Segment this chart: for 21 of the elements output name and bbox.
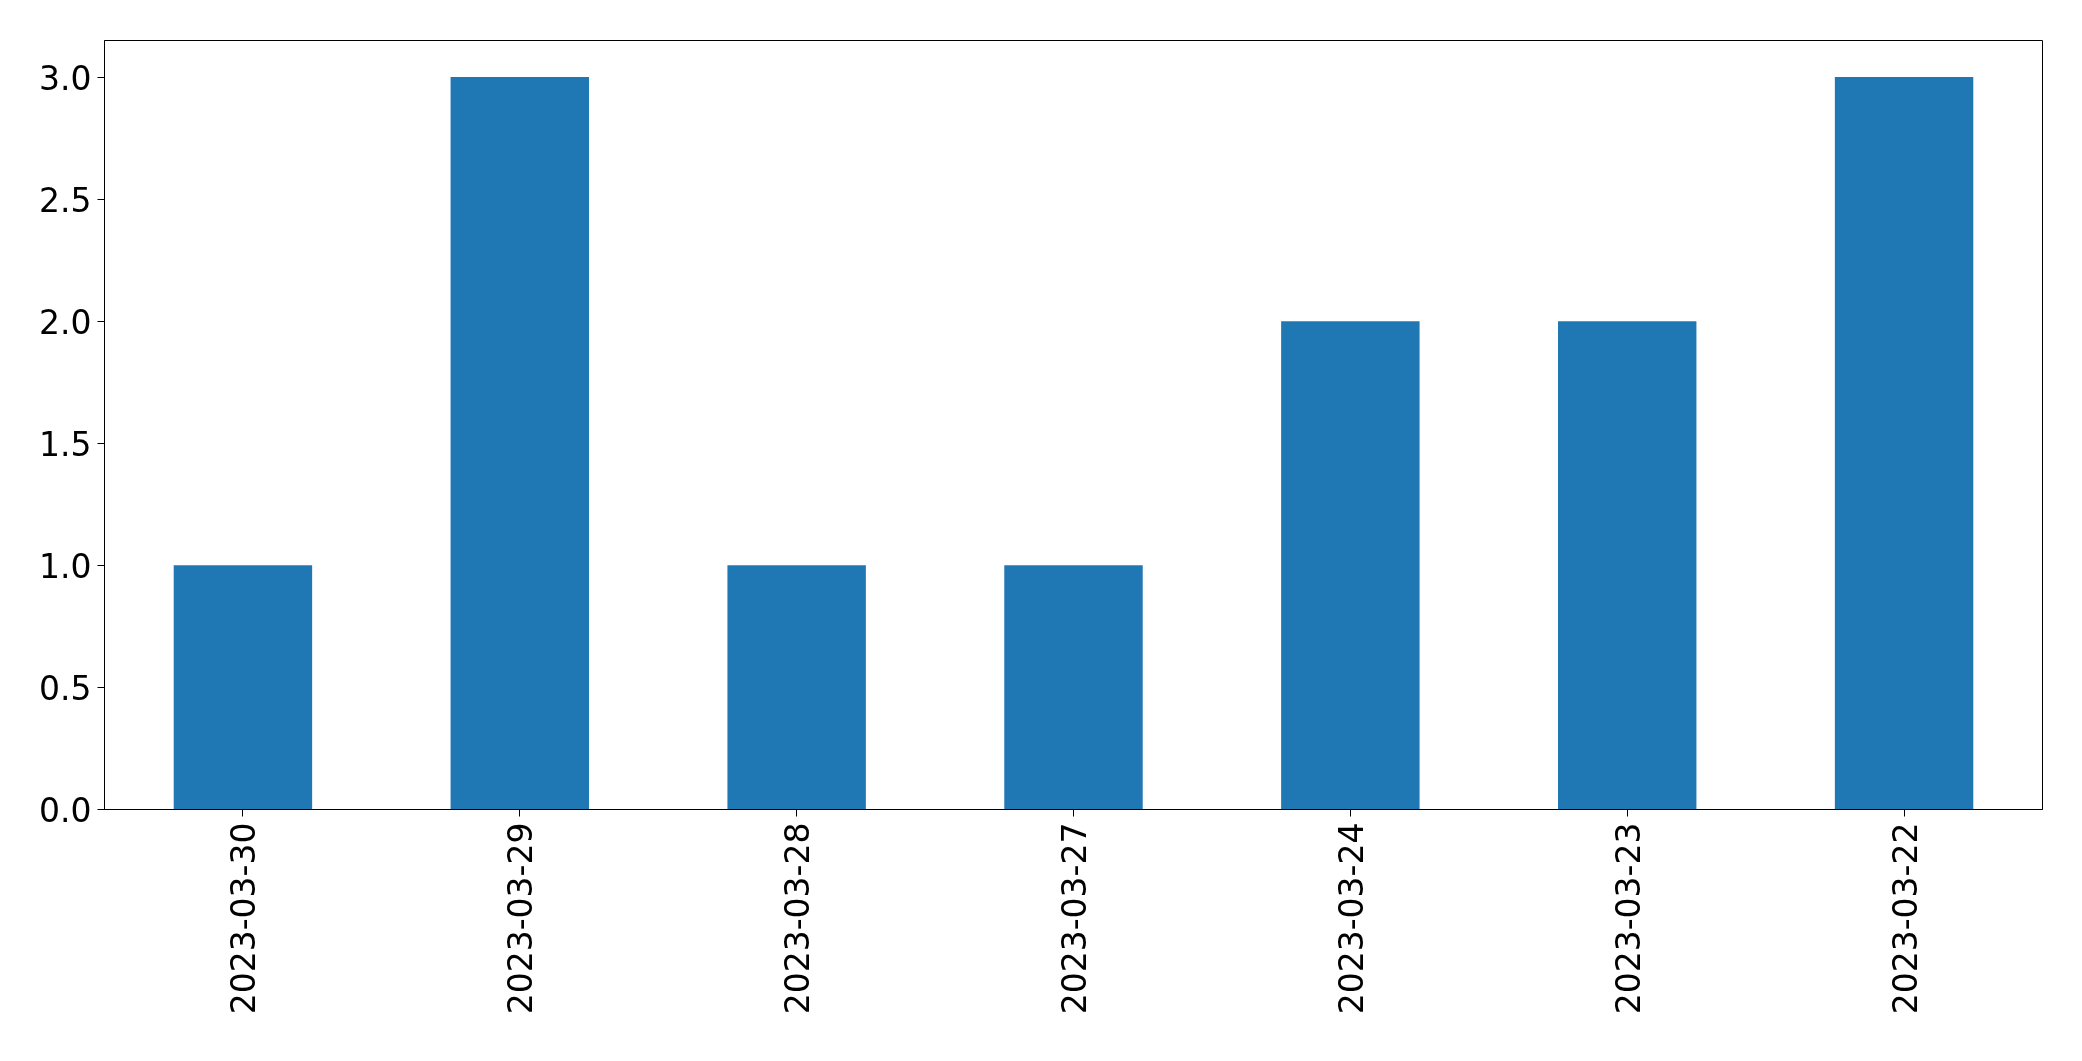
x-tick-label: 2023-03-29 <box>501 822 541 1015</box>
y-tick-label: 2.5 <box>39 180 92 220</box>
x-tick-label: 2023-03-27 <box>1055 822 1094 1015</box>
x-tick-label: 2023-03-22 <box>1885 822 1925 1015</box>
y-tick-label: 1.5 <box>39 424 92 464</box>
bar <box>1558 321 1697 810</box>
bar <box>1004 565 1143 810</box>
y-tick-label: 0.5 <box>39 668 92 708</box>
bar <box>173 565 313 810</box>
x-tick-label: 2023-03-28 <box>778 822 818 1015</box>
bar <box>450 77 589 810</box>
bar <box>727 565 866 810</box>
x-tick-label: 2023-03-24 <box>1331 822 1371 1015</box>
y-tick-label: 3.0 <box>39 58 92 98</box>
x-tick-label: 2023-03-23 <box>1608 822 1648 1015</box>
bar <box>1834 77 1974 810</box>
y-tick-label: 0.0 <box>39 791 92 830</box>
y-tick-label: 2.0 <box>39 302 92 342</box>
y-tick-label: 1.0 <box>39 546 92 586</box>
x-tick-label: 2023-03-30 <box>224 822 264 1015</box>
bar <box>1281 321 1420 810</box>
